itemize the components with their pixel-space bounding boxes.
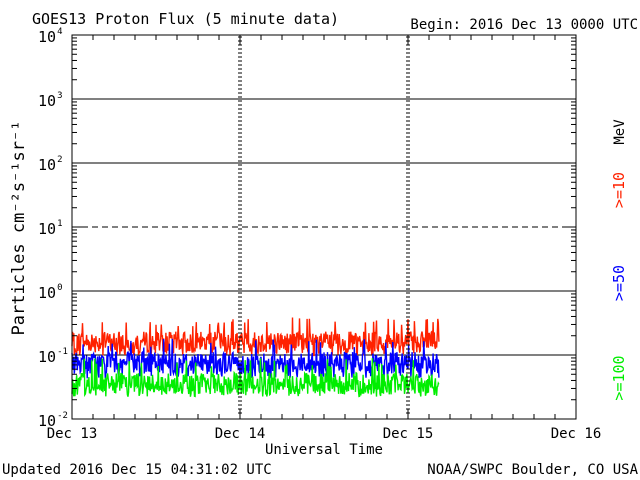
legend-entry: >=50 (610, 265, 628, 301)
series-line-1 (71, 338, 440, 379)
legend-entry: >=10 (610, 172, 628, 208)
y-tick-label: 100 (38, 283, 62, 302)
series-line-2 (71, 358, 440, 398)
x-tick-label: Dec 15 (383, 426, 434, 442)
legend-entry: >=100 (610, 355, 628, 400)
x-axis-label: Universal Time (265, 442, 383, 458)
begin-time: Begin: 2016 Dec 13 0000 UTC (410, 17, 638, 33)
x-tick-label: Dec 14 (215, 426, 266, 442)
legend-unit: MeV (612, 119, 628, 145)
y-tick-label: 10-1 (38, 347, 68, 366)
series-lines (71, 317, 440, 398)
legend: >=10 >=50 >=100 (610, 172, 628, 401)
y-tick-label: 102 (38, 155, 62, 174)
y-tick-label: 104 (38, 27, 62, 46)
x-tick-label: Dec 16 (551, 426, 602, 442)
footer-updated: Updated 2016 Dec 15 04:31:02 UTC (2, 462, 272, 478)
grid-lines (72, 98, 576, 356)
y-tick-label: 101 (38, 219, 62, 238)
y-axis-label: Particles cm⁻²s⁻¹sr⁻¹ (9, 121, 29, 336)
x-axis-ticks: Dec 13 Dec 14 Dec 15 Dec 16 (47, 35, 602, 442)
chart-title: GOES13 Proton Flux (5 minute data) (32, 10, 339, 28)
y-tick-label: 103 (38, 91, 62, 110)
footer-credit: NOAA/SWPC Boulder, CO USA (427, 462, 638, 478)
x-tick-label: Dec 13 (47, 426, 98, 442)
